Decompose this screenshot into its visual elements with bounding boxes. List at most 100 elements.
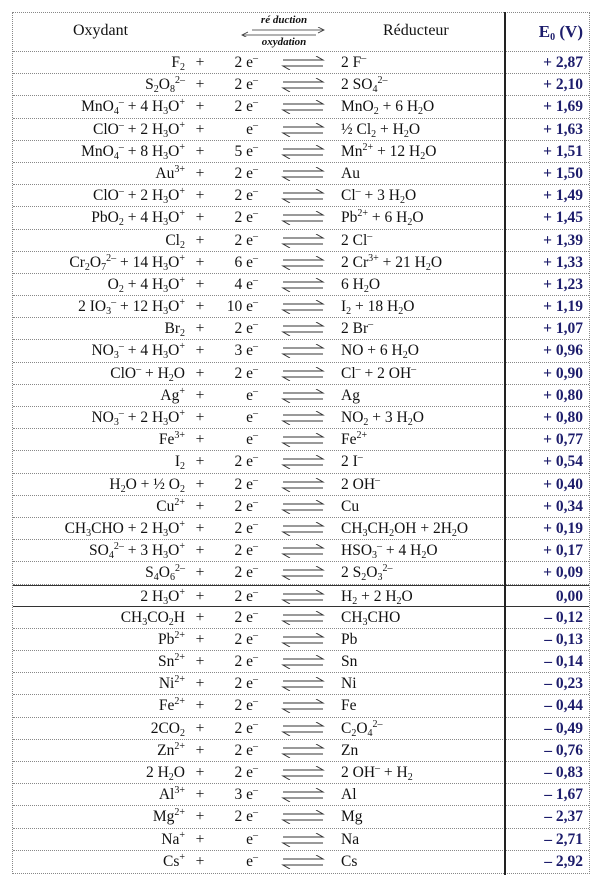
table-row: MnO4– + 4 H3O+ +2 e– MnO2 + 6 H2O + 1,69	[13, 96, 589, 119]
plus-sign: +	[195, 386, 205, 404]
equilibrium-arrow-icon	[275, 851, 331, 870]
e0-value: + 1,23	[543, 275, 583, 293]
electrons-cell: 2 e–	[234, 807, 258, 826]
table-row: ClO– + 2 H3O+ +2 e– Cl– + 3 H2O + 1,49	[13, 185, 589, 208]
reductant-cell: Fe	[341, 697, 357, 715]
oxidant-cell: H2O + ½ O2	[109, 475, 185, 495]
table-row: SO42– + 3 H3O+ +2 e– HSO3– + 4 H2O + 0,17	[13, 540, 589, 563]
reductant-cell: HSO3– + 4 H2O	[341, 541, 438, 562]
oxidant-cell: 2 IO3– + 12 H3O+	[78, 297, 185, 318]
equilibrium-arrow-icon	[275, 429, 331, 448]
equilibrium-arrow-icon	[275, 586, 331, 604]
equilibrium-arrow-icon	[275, 163, 331, 182]
e0-value: – 2,71	[544, 830, 583, 848]
reductant-cell: Na	[341, 830, 360, 848]
reductant-cell: CH3CHO	[341, 608, 401, 628]
reductant-cell: H2 + 2 H2O	[341, 587, 413, 607]
table-row: I2 +2 e– 2 I– + 0,54	[13, 451, 589, 474]
oxidant-cell: 2CO2	[150, 719, 185, 739]
table-row: Cs+ + e– Cs – 2,92	[13, 851, 589, 873]
e0-value: – 1,67	[544, 786, 583, 804]
equilibrium-arrow-icon	[275, 296, 331, 315]
oxidant-cell: O2 + 4 H3O+	[107, 274, 185, 295]
oxidant-cell: ClO– + H2O	[110, 363, 185, 384]
reductant-cell: 2 OH–	[341, 474, 381, 493]
table-row: H2O + ½ O2 +2 e– 2 OH– + 0,40	[13, 474, 589, 496]
plus-sign: +	[195, 187, 205, 205]
plus-sign: +	[195, 630, 205, 648]
e0-value: – 0,14	[544, 653, 583, 671]
electrons-cell: 2 e–	[234, 496, 258, 515]
reductant-cell: 2 Cl–	[341, 230, 373, 249]
table-row: Fe3+ + e– Fe2+ + 0,77	[13, 429, 589, 452]
table-row: NO3– + 2 H3O+ + e– NO2 + 3 H2O + 0,80	[13, 407, 589, 430]
oxidant-cell: Cs+	[162, 851, 185, 870]
equilibrium-arrow-icon	[275, 829, 331, 847]
reductant-cell: 2 Cr3+ + 21 H2O	[341, 252, 443, 273]
oxidant-cell: Cu2+	[156, 496, 185, 515]
electrons-cell: 5 e–	[234, 141, 258, 160]
reductant-cell: 2 F–	[341, 53, 367, 72]
electrons-cell: 2 e–	[234, 452, 258, 471]
equilibrium-arrow-icon	[275, 651, 331, 670]
e0-value: + 0,96	[543, 342, 583, 360]
equilibrium-arrow-icon	[275, 562, 331, 581]
reductant-cell: 2 Br–	[341, 319, 374, 338]
electrons-cell: 2 e–	[234, 629, 258, 648]
plus-sign: +	[195, 653, 205, 671]
e0-value: + 1,69	[543, 98, 583, 116]
electrons-cell: 2 e–	[234, 208, 258, 227]
oxidant-cell: F2	[171, 54, 185, 73]
electrons-cell: 2 e–	[234, 363, 258, 382]
electrons-cell: 2 e–	[234, 607, 258, 626]
table-row: Zn2+ +2 e– Zn – 0,76	[13, 740, 589, 762]
equilibrium-arrow-icon	[275, 718, 331, 737]
electrons-cell: e–	[246, 408, 258, 427]
reductant-cell: C2O42–	[341, 718, 383, 739]
oxidant-cell: ClO– + 2 H3O+	[93, 119, 185, 140]
table-row: Au3+ +2 e– Au + 1,50	[13, 163, 589, 186]
e0-value: – 0,44	[544, 697, 583, 715]
reductant-cell: CH3CH2OH + 2H2O	[341, 519, 469, 539]
equilibrium-arrow-icon	[275, 185, 331, 204]
equilibrium-arrow-icon	[275, 762, 331, 781]
oxidant-cell: Cl2	[165, 231, 185, 251]
e0-value: + 0,54	[543, 453, 583, 471]
reductant-cell: Zn	[341, 741, 359, 759]
equilibrium-arrow-icon	[275, 74, 331, 93]
equilibrium-arrow-icon	[275, 740, 331, 759]
plus-sign: +	[195, 142, 205, 160]
plus-sign: +	[195, 209, 205, 227]
e0-value: + 1,51	[543, 142, 583, 160]
electrons-cell: 2 e–	[234, 319, 258, 338]
e0-value: + 1,07	[543, 320, 583, 338]
table-row: Na+ + e– Na – 2,71	[13, 829, 589, 851]
electrons-cell: 3 e–	[234, 785, 258, 804]
plus-sign: +	[195, 431, 205, 449]
table-header: Oxydant ré duction oxydation Réducteur E…	[13, 13, 589, 52]
reductant-cell: Cs	[341, 852, 358, 870]
equilibrium-arrow-icon	[275, 451, 331, 470]
header-oxidant: Oxydant	[73, 22, 129, 39]
plus-sign: +	[195, 164, 205, 182]
reductant-cell: Fe2+	[341, 430, 368, 449]
oxidant-cell: PbO2 + 4 H3O+	[91, 208, 185, 229]
reductant-cell: ½ Cl2 + H2O	[341, 120, 421, 140]
electrons-cell: e–	[246, 430, 258, 449]
plus-sign: +	[195, 564, 205, 582]
reductant-cell: Cl– + 3 H2O	[341, 186, 417, 207]
plus-sign: +	[195, 275, 205, 293]
plus-sign: +	[195, 453, 205, 471]
reductant-cell: NO2 + 3 H2O	[341, 409, 424, 428]
e0-value: + 0,80	[543, 409, 583, 426]
oxidant-cell: Pb2+	[157, 629, 185, 648]
e0-value: + 1,50	[543, 164, 583, 182]
equilibrium-arrow-icon	[275, 207, 331, 226]
electrons-cell: 6 e–	[234, 252, 258, 271]
plus-sign: +	[195, 764, 205, 781]
electrons-cell: 2 e–	[234, 97, 258, 116]
table-row: 2 H2O +2 e– 2 OH– + H2 – 0,83	[13, 762, 589, 785]
equilibrium-arrow-icon	[275, 385, 331, 404]
oxidant-cell: S2O82–	[145, 75, 185, 96]
header-direction: ré duction oxydation	[238, 13, 330, 51]
